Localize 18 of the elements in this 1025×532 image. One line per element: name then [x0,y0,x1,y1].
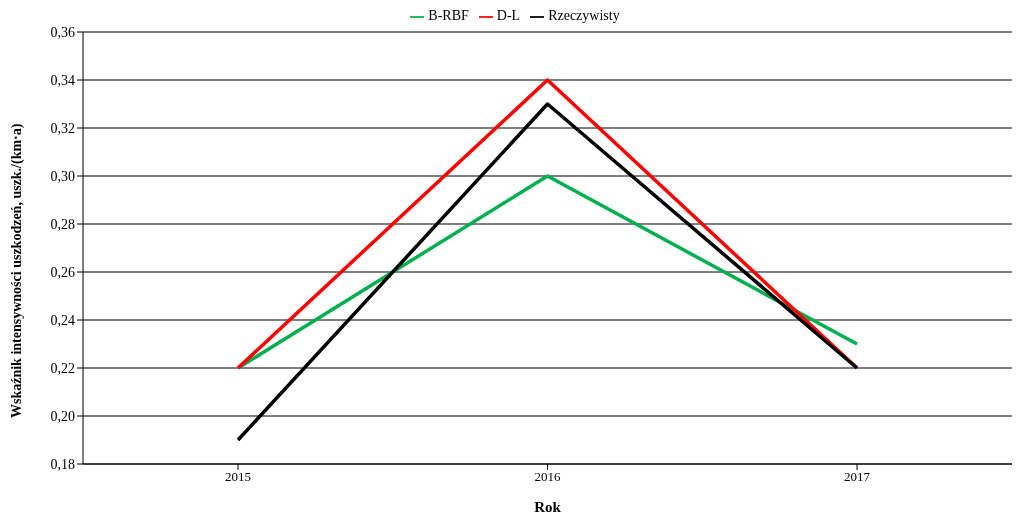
y-tick-label: 0,30 [50,168,75,184]
y-tick-label: 0,32 [50,120,75,136]
legend-label: Rzeczywisty [548,8,620,23]
legend-label: B-RBF [428,8,469,23]
y-tick-label: 0,24 [50,312,75,328]
x-tick-label: 2015 [225,469,251,485]
y-tick-label: 0,36 [50,24,75,40]
y-tick-label: 0,22 [50,360,75,376]
y-tick-label: 0,28 [50,216,75,232]
x-axis-title: Rok [534,499,562,515]
y-axis-title: Wskaźnik intensywności uszkodzeń, uszk./(km·a) [8,123,25,418]
y-tick-label: 0,18 [50,456,75,472]
y-tick-label: 0,20 [50,408,75,424]
x-tick-label: 2017 [844,469,871,485]
y-tick-label: 0,34 [50,72,75,88]
x-tick-label: 2016 [534,469,561,485]
legend-label: D-L [496,8,521,23]
y-tick-label: 0,26 [50,264,75,280]
